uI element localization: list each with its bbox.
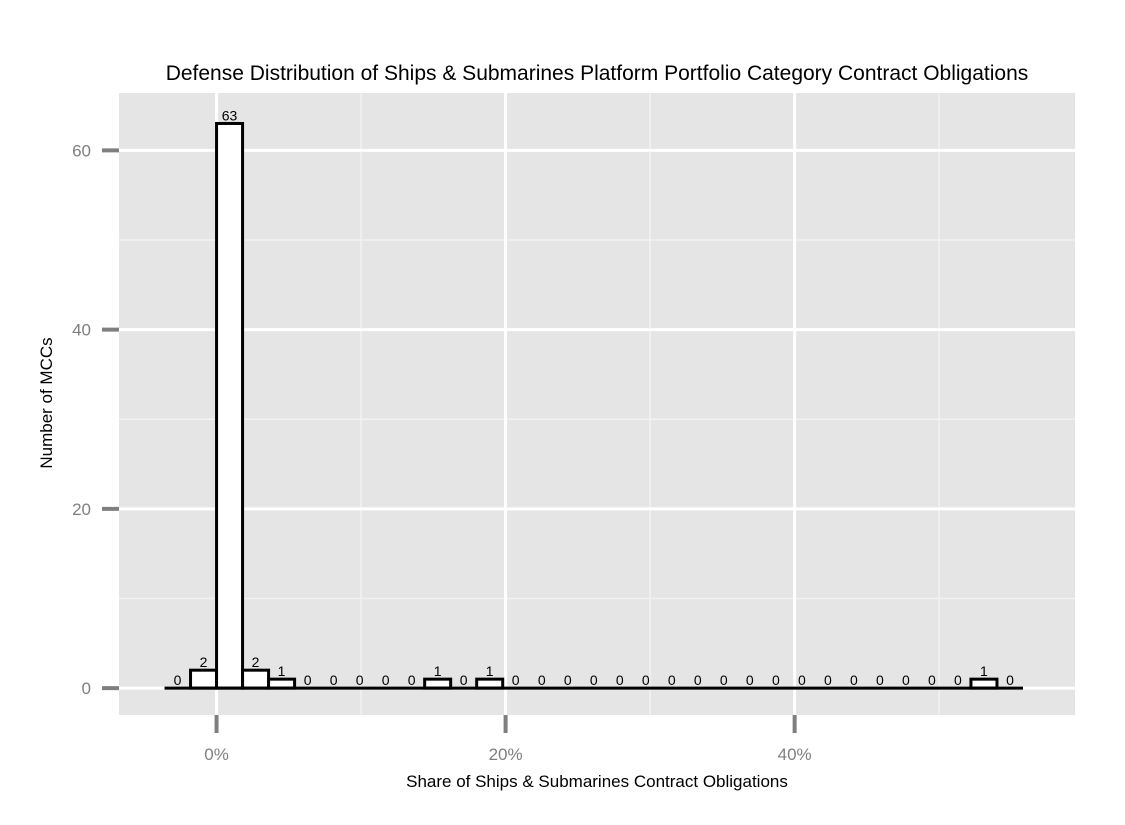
minor-gridlines	[119, 93, 1075, 715]
y-tick-label: 0	[82, 679, 91, 698]
bar-value-label: 0	[460, 672, 468, 688]
bar-value-label: 0	[590, 672, 598, 688]
bar-value-label: 0	[902, 672, 910, 688]
y-axis-title: Number of MCCs	[37, 337, 56, 468]
bar	[189, 668, 219, 690]
bar-labels: 0 2 63 2 1 0 0 0 0 0 1 0 1 0 0 0 0 0 0 0 0 0 0 0 0 0 0 0 0 0 0 1 0	[174, 107, 1014, 688]
x-axis-title: Share of Ships & Submarines Contract Obl…	[406, 772, 788, 791]
bar	[215, 121, 245, 690]
chart-title: Defense Distribution of Ships & Submarin…	[166, 62, 1029, 85]
bar-value-label: 0	[928, 672, 936, 688]
bars	[164, 121, 1023, 690]
bar-value-label: 1	[486, 663, 494, 679]
bar-value-label: 0	[174, 672, 182, 688]
bar-value-label: 0	[1006, 672, 1014, 688]
bar-value-label: 2	[252, 654, 260, 670]
bar-value-label: 0	[330, 672, 338, 688]
bar-value-label: 0	[356, 672, 364, 688]
bar-value-label: 2	[200, 654, 208, 670]
bar-value-label: 0	[954, 672, 962, 688]
y-tick-label: 20	[72, 500, 91, 519]
bar-value-label: 1	[980, 663, 988, 679]
bar-value-label: 0	[694, 672, 702, 688]
x-axis: 0% 20% 40%	[204, 715, 812, 764]
plot-panel	[119, 93, 1075, 715]
bar	[241, 668, 271, 690]
bar-value-label: 0	[798, 672, 806, 688]
y-tick-label: 40	[72, 321, 91, 340]
x-tick-label: 40%	[778, 745, 812, 764]
bar-value-label: 0	[304, 672, 312, 688]
x-tick-label: 0%	[204, 745, 229, 764]
bar-value-label: 0	[408, 672, 416, 688]
bar-value-label: 0	[824, 672, 832, 688]
bar-value-label: 0	[668, 672, 676, 688]
bar-value-label: 0	[538, 672, 546, 688]
y-axis: 0 20 40 60	[72, 141, 119, 698]
bar-value-label: 1	[434, 663, 442, 679]
y-tick-label: 60	[72, 141, 91, 160]
bar-value-label: 63	[222, 107, 238, 123]
bar-value-label: 0	[382, 672, 390, 688]
bar-value-label: 0	[616, 672, 624, 688]
bar-value-label: 0	[564, 672, 572, 688]
bar-value-label: 0	[876, 672, 884, 688]
x-tick-label: 20%	[489, 745, 523, 764]
bar-value-label: 0	[850, 672, 858, 688]
bar-value-label: 0	[746, 672, 754, 688]
bar-value-label: 0	[772, 672, 780, 688]
bar-value-label: 0	[512, 672, 520, 688]
bar-value-label: 0	[642, 672, 650, 688]
bar-value-label: 1	[278, 663, 286, 679]
bar-value-label: 0	[720, 672, 728, 688]
